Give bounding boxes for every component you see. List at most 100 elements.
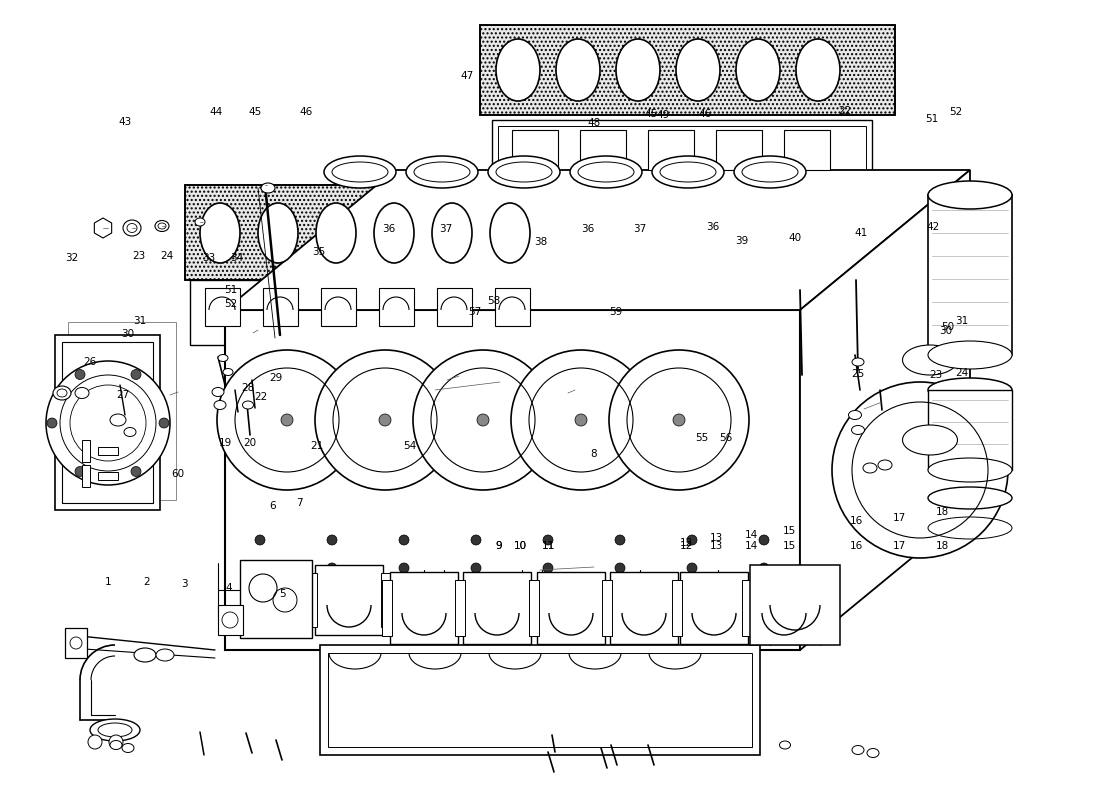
Ellipse shape [123, 220, 141, 236]
Circle shape [222, 612, 238, 628]
Text: 24: 24 [161, 251, 174, 261]
Bar [602, 580, 612, 636]
Ellipse shape [122, 743, 134, 753]
Ellipse shape [652, 156, 724, 188]
Ellipse shape [928, 487, 1012, 509]
Circle shape [327, 535, 337, 545]
Text: 21: 21 [310, 442, 323, 451]
Bar [784, 130, 830, 170]
Bar [263, 288, 298, 326]
Ellipse shape [214, 401, 225, 410]
Circle shape [255, 619, 265, 629]
Ellipse shape [928, 458, 1012, 482]
Ellipse shape [676, 39, 720, 101]
Circle shape [688, 591, 697, 601]
Bar [746, 580, 756, 636]
Text: 15: 15 [783, 526, 796, 536]
Circle shape [412, 350, 553, 490]
Bar [463, 572, 531, 644]
Circle shape [327, 619, 337, 629]
Text: 19: 19 [219, 438, 232, 448]
Circle shape [759, 563, 769, 573]
Ellipse shape [867, 749, 879, 758]
Ellipse shape [374, 203, 414, 263]
Bar [82, 440, 90, 462]
Circle shape [46, 361, 170, 485]
Bar [82, 465, 90, 487]
Text: 38: 38 [535, 238, 548, 247]
Text: 60: 60 [172, 469, 185, 478]
Ellipse shape [218, 354, 228, 362]
Bar [381, 573, 390, 627]
Ellipse shape [406, 156, 478, 188]
Circle shape [109, 735, 123, 749]
Bar [537, 572, 605, 644]
Ellipse shape [432, 203, 472, 263]
Bar [928, 390, 1012, 470]
Bar [529, 580, 539, 636]
Text: 41: 41 [855, 228, 868, 238]
Circle shape [759, 619, 769, 629]
Circle shape [543, 563, 553, 573]
Text: 47: 47 [461, 71, 474, 81]
Text: 17: 17 [893, 541, 906, 550]
Ellipse shape [223, 369, 233, 375]
Text: 15: 15 [783, 541, 796, 550]
Ellipse shape [75, 387, 89, 398]
Bar [382, 580, 392, 636]
Bar [680, 572, 748, 644]
Ellipse shape [851, 426, 865, 434]
Bar [205, 288, 240, 326]
Text: 14: 14 [745, 541, 758, 550]
Text: 40: 40 [789, 234, 802, 243]
Text: 5: 5 [279, 590, 286, 599]
Circle shape [280, 414, 293, 426]
Ellipse shape [155, 221, 169, 231]
Text: 27: 27 [117, 390, 130, 400]
Circle shape [471, 535, 481, 545]
Text: 4: 4 [226, 583, 232, 593]
Bar [676, 580, 686, 636]
Bar [580, 130, 626, 170]
Circle shape [217, 350, 358, 490]
Circle shape [327, 563, 337, 573]
Circle shape [673, 414, 685, 426]
Ellipse shape [242, 401, 253, 409]
Text: 32: 32 [65, 253, 78, 262]
Bar [480, 25, 895, 115]
Ellipse shape [212, 387, 224, 397]
Text: 22: 22 [838, 106, 851, 116]
Polygon shape [226, 170, 970, 310]
Bar [315, 565, 383, 635]
Text: 52: 52 [224, 299, 238, 309]
Bar [512, 130, 558, 170]
Circle shape [477, 414, 490, 426]
Circle shape [759, 591, 769, 601]
Text: 23: 23 [132, 251, 145, 261]
Circle shape [609, 350, 749, 490]
Circle shape [615, 619, 625, 629]
Bar [437, 288, 472, 326]
Text: 14: 14 [745, 530, 758, 540]
Text: 13: 13 [710, 534, 723, 543]
Circle shape [315, 350, 455, 490]
Bar [240, 560, 312, 638]
Bar [68, 322, 176, 500]
Bar [320, 645, 760, 755]
Text: 45: 45 [249, 107, 262, 117]
Bar [307, 573, 317, 627]
Bar [672, 580, 682, 636]
Text: 51: 51 [224, 286, 238, 295]
Text: 31: 31 [955, 316, 968, 326]
Circle shape [399, 591, 409, 601]
Text: 30: 30 [121, 330, 134, 339]
Ellipse shape [258, 203, 298, 263]
Ellipse shape [736, 39, 780, 101]
Ellipse shape [324, 156, 396, 188]
Circle shape [75, 466, 85, 477]
Circle shape [688, 563, 697, 573]
Circle shape [543, 619, 553, 629]
Ellipse shape [488, 156, 560, 188]
Text: 1: 1 [104, 578, 111, 587]
Bar [480, 25, 895, 115]
